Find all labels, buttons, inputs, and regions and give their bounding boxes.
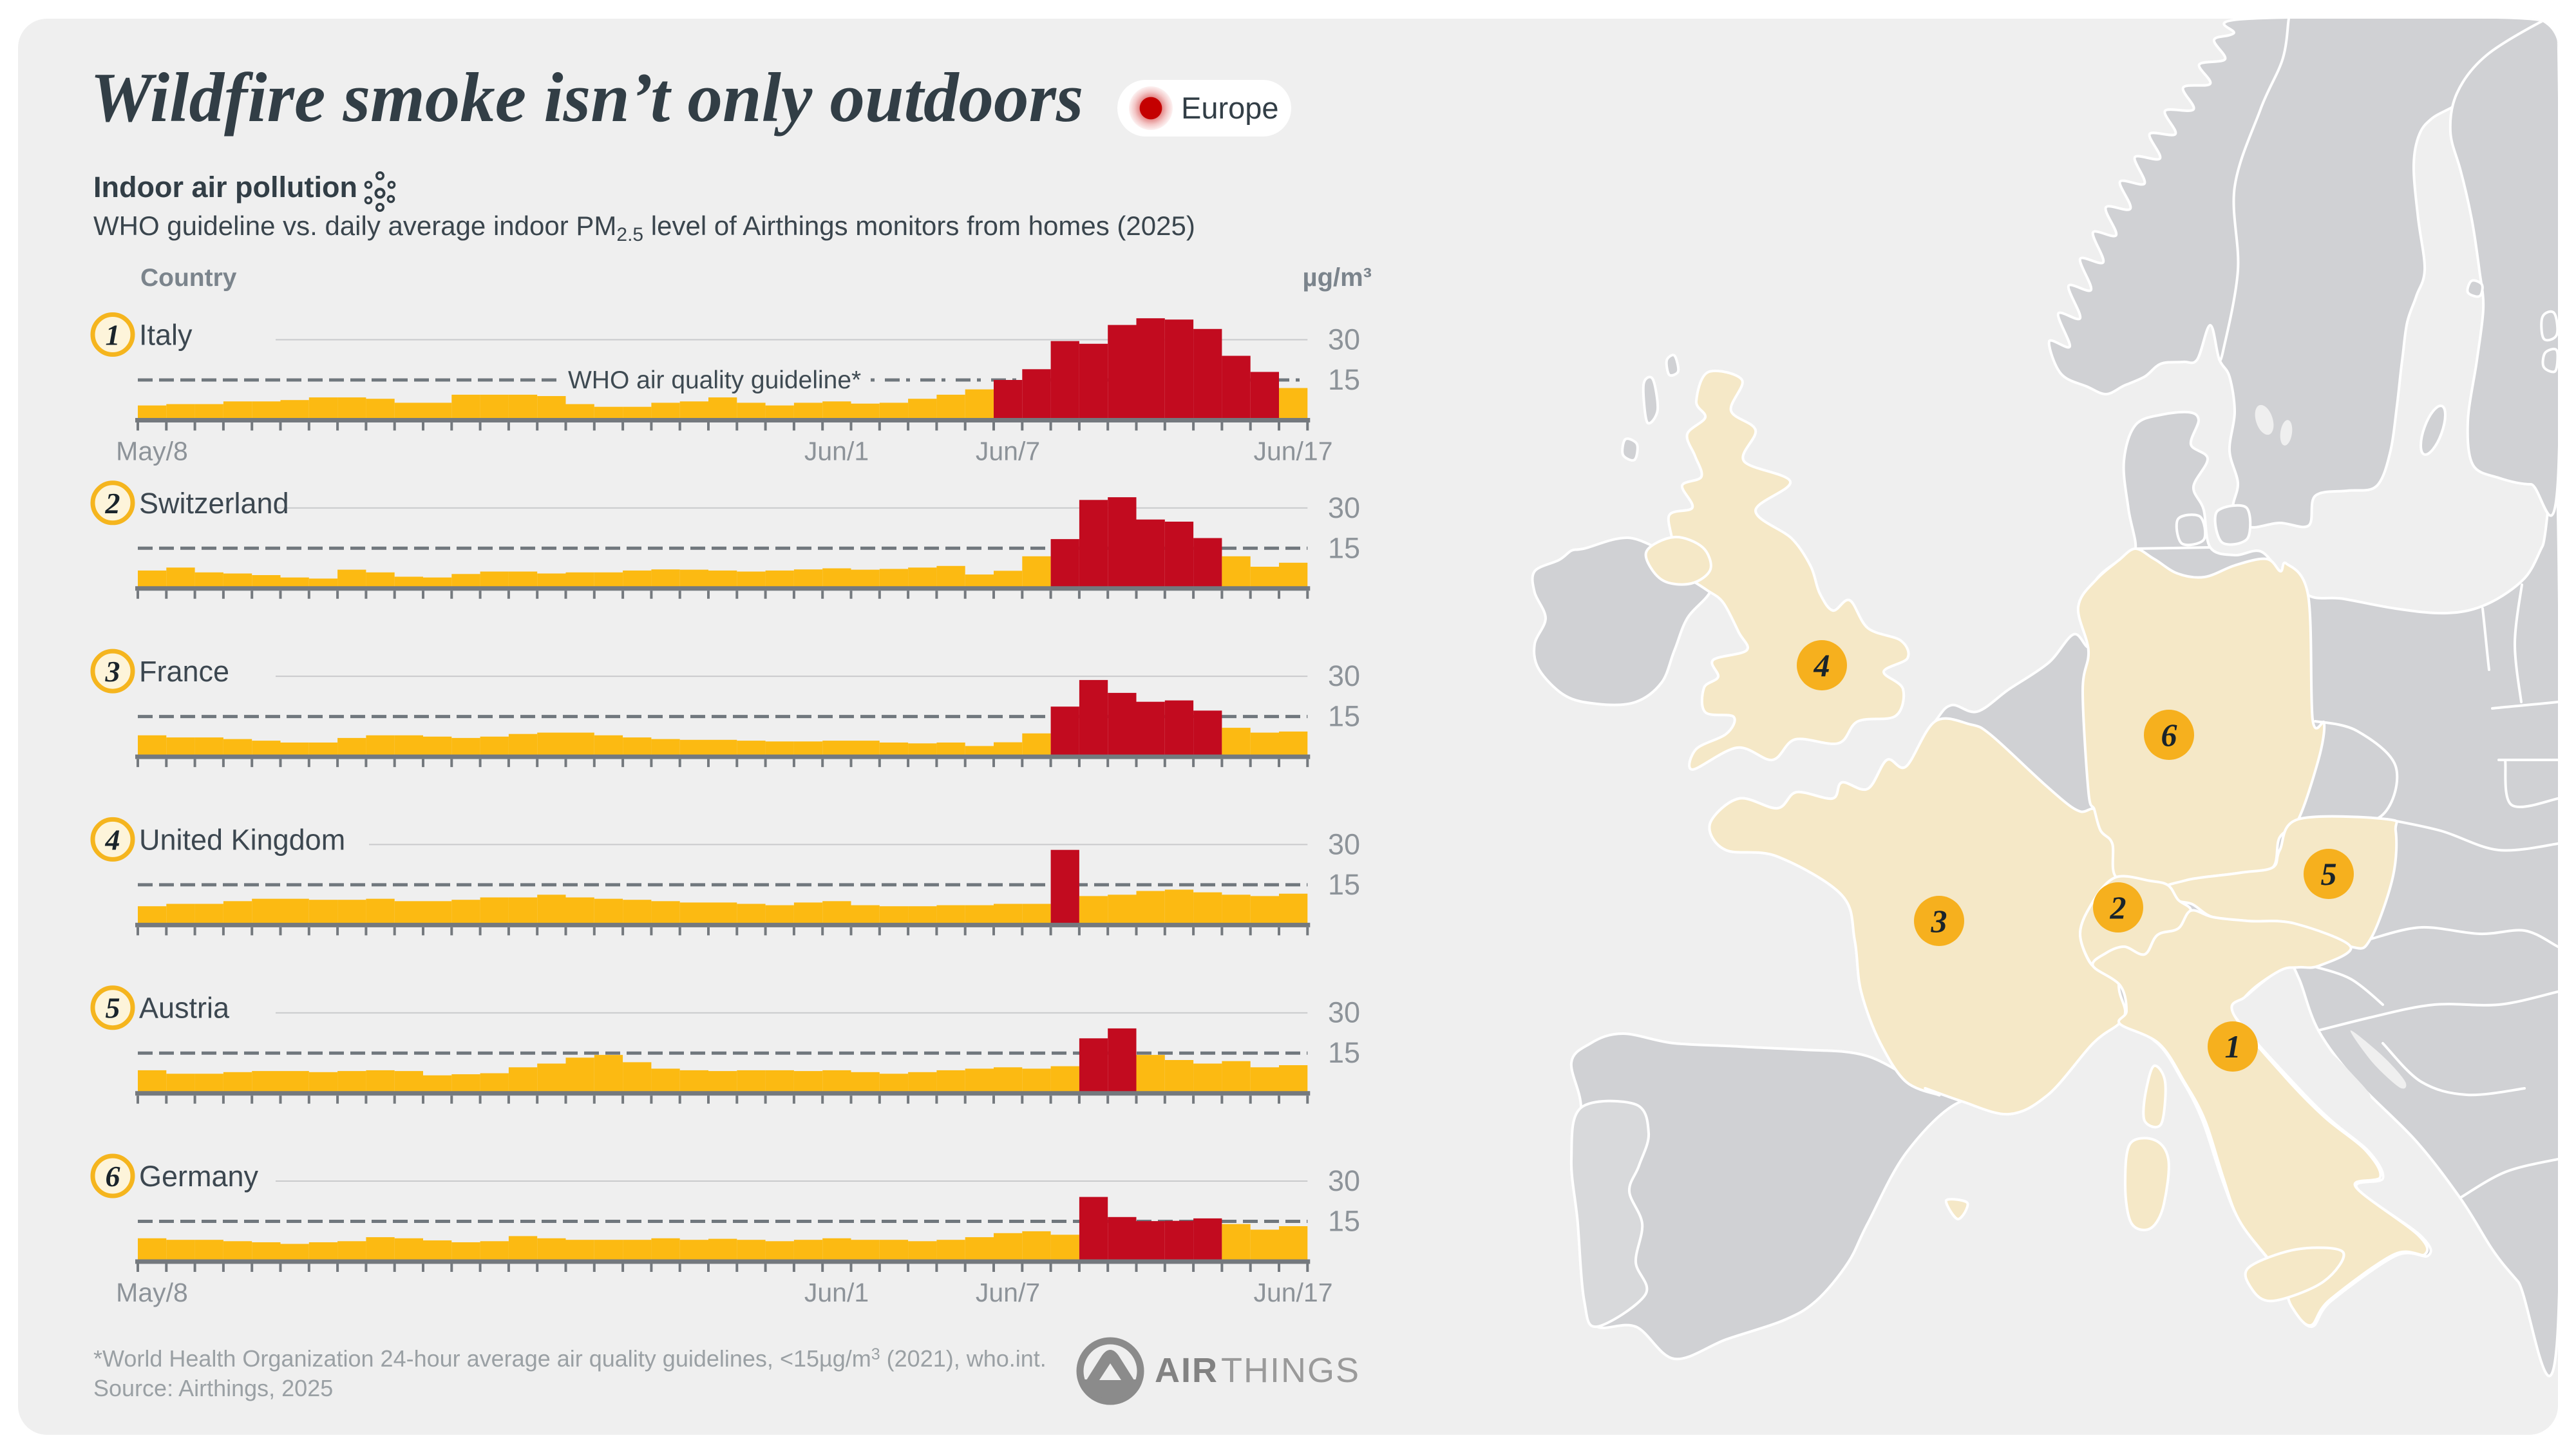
svg-text:30: 30: [1328, 491, 1360, 524]
svg-text:United Kingdom: United Kingdom: [139, 823, 345, 856]
svg-text:Germany: Germany: [139, 1160, 259, 1193]
svg-text:15: 15: [1328, 363, 1360, 396]
svg-text:15: 15: [1328, 1036, 1360, 1069]
svg-text:3: 3: [105, 655, 120, 688]
svg-text:Austria: Austria: [139, 992, 230, 1025]
svg-text:WHO guideline vs. daily averag: WHO guideline vs. daily average indoor P…: [93, 211, 1195, 245]
svg-text:Source: Airthings, 2025: Source: Airthings, 2025: [93, 1375, 333, 1401]
svg-text:Wildfire smoke isn’t only outd: Wildfire smoke isn’t only outdoors: [90, 59, 1083, 137]
svg-text:15: 15: [1328, 531, 1360, 564]
svg-text:THINGS: THINGS: [1221, 1351, 1360, 1390]
svg-text:Jun/17: Jun/17: [1253, 1278, 1332, 1307]
svg-text:Indoor air pollution: Indoor air pollution: [93, 171, 357, 204]
svg-text:30: 30: [1328, 323, 1360, 356]
svg-text:France: France: [139, 655, 229, 688]
svg-text:Europe: Europe: [1181, 91, 1279, 125]
svg-text:Jun/7: Jun/7: [976, 1278, 1040, 1307]
svg-text:4: 4: [1814, 647, 1830, 683]
svg-text:Jun/17: Jun/17: [1253, 437, 1332, 466]
svg-text:May/8: May/8: [116, 437, 188, 466]
svg-text:Country: Country: [140, 264, 237, 292]
svg-text:Jun/1: Jun/1: [804, 437, 869, 466]
svg-text:6: 6: [2161, 717, 2177, 753]
svg-text:5: 5: [2321, 856, 2337, 892]
svg-text:30: 30: [1328, 659, 1360, 692]
svg-text:3: 3: [1931, 903, 1947, 939]
svg-text:4: 4: [105, 823, 120, 856]
svg-text:*World Health Organization 24-: *World Health Organization 24-hour avera…: [93, 1345, 1046, 1372]
svg-text:15: 15: [1328, 700, 1360, 733]
svg-text:2: 2: [2110, 889, 2126, 925]
svg-text:15: 15: [1328, 868, 1360, 901]
svg-text:Italy: Italy: [139, 319, 193, 352]
svg-text:Jun/1: Jun/1: [804, 1278, 869, 1307]
svg-text:1: 1: [2225, 1028, 2241, 1065]
svg-text:30: 30: [1328, 996, 1360, 1029]
svg-text:6: 6: [106, 1160, 120, 1193]
svg-text:30: 30: [1328, 1164, 1360, 1197]
svg-text:May/8: May/8: [116, 1278, 188, 1307]
svg-text:30: 30: [1328, 828, 1360, 860]
svg-text:µg/m³: µg/m³: [1303, 263, 1372, 292]
svg-text:15: 15: [1328, 1205, 1360, 1238]
svg-text:1: 1: [106, 319, 120, 352]
svg-text:5: 5: [106, 992, 120, 1025]
svg-text:2: 2: [105, 487, 120, 520]
svg-text:AIR: AIR: [1155, 1351, 1218, 1390]
svg-text:Switzerland: Switzerland: [139, 487, 289, 520]
svg-text:WHO air quality guideline*: WHO air quality guideline*: [568, 366, 861, 394]
svg-text:Jun/7: Jun/7: [976, 437, 1040, 466]
